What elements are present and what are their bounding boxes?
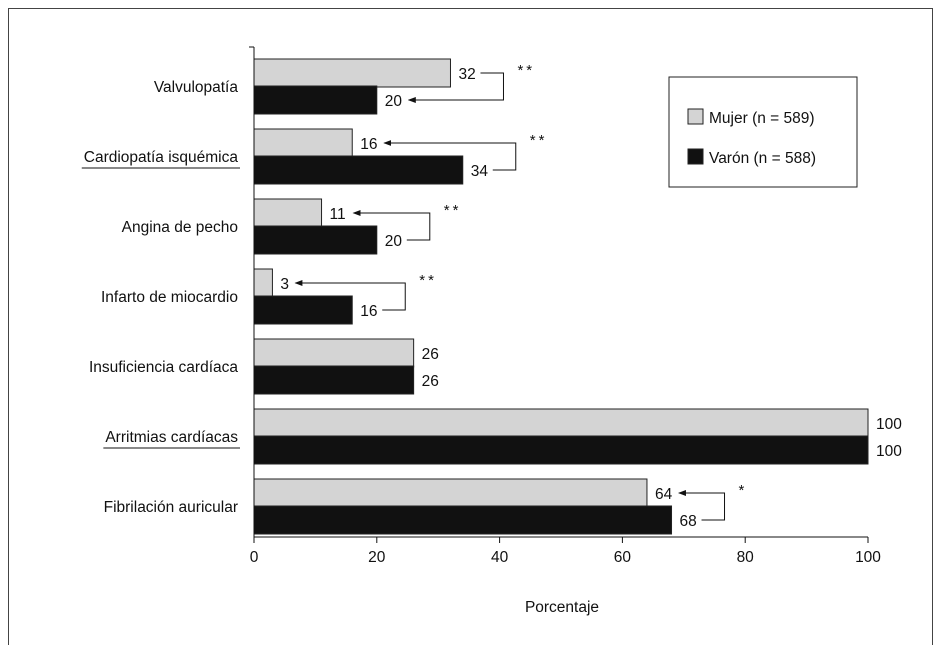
x-tick-label-40: 40 (491, 549, 509, 566)
legend: Mujer (n = 589) Varón (n = 588) (668, 76, 858, 188)
value-label-mujer-valvulopatia: 32 (458, 66, 475, 83)
value-label-varon-fibrilacion-auricular: 68 (680, 513, 697, 530)
category-label-valvulopatia: Valvulopatía (154, 79, 239, 96)
x-tick-label-20: 20 (368, 549, 386, 566)
category-label-infarto-de-miocardio: Infarto de miocardio (101, 289, 238, 306)
bar-varon-infarto-de-miocardio (253, 295, 353, 325)
value-label-mujer-angina-de-pecho: 11 (330, 206, 346, 223)
bar-mujer-insuficiencia-cardiaca (253, 338, 415, 368)
chart-frame: 32 20 ** 16 34 ** 11 20 ** 3 16 ** 26 26 100 100 64 68 * V… (8, 8, 933, 645)
value-label-varon-infarto-de-miocardio: 16 (360, 303, 377, 320)
bar-mujer-angina-de-pecho (253, 198, 323, 228)
value-label-varon-arritmias-cardiacas: 100 (876, 443, 902, 460)
significance-mark-fibrilacion-auricular: * (739, 482, 748, 499)
category-label-angina-de-pecho: Angina de pecho (122, 219, 238, 236)
value-label-mujer-cardiopatia-isquemica: 16 (360, 136, 377, 153)
bar-mujer-infarto-de-miocardio (253, 268, 273, 298)
value-label-mujer-insuficiencia-cardiaca: 26 (422, 346, 439, 363)
category-label-fibrilacion-auricular: Fibrilación auricular (104, 499, 238, 516)
bar-varon-insuficiencia-cardiaca (253, 365, 415, 395)
bar-varon-angina-de-pecho (253, 225, 378, 255)
significance-bracket-valvulopatia (407, 72, 504, 103)
value-label-varon-cardiopatia-isquemica: 34 (471, 163, 489, 180)
x-axis-title: Porcentaje (525, 599, 599, 616)
significance-mark-cardiopatia-isquemica: ** (530, 132, 548, 149)
category-label-arritmias-cardiacas: Arritmias cardíacas (105, 429, 238, 446)
significance-mark-valvulopatia: ** (517, 62, 535, 79)
x-tick-label-80: 80 (737, 549, 755, 566)
bar-mujer-arritmias-cardiacas (253, 408, 869, 438)
significance-mark-infarto-de-miocardio: ** (419, 272, 437, 289)
value-label-mujer-infarto-de-miocardio: 3 (280, 276, 289, 293)
bar-chart: 32 20 ** 16 34 ** 11 20 ** 3 16 ** 26 26 100 100 64 68 * V… (81, 46, 902, 616)
value-label-varon-angina-de-pecho: 20 (385, 233, 403, 250)
significance-mark-angina-de-pecho: ** (444, 202, 462, 219)
legend-swatch-varon (687, 148, 704, 165)
value-label-mujer-arritmias-cardiacas: 100 (876, 416, 902, 433)
significance-bracket-angina-de-pecho (352, 210, 431, 241)
value-label-mujer-fibrilacion-auricular: 64 (655, 486, 673, 503)
legend-label-mujer: Mujer (n = 589) (709, 110, 815, 127)
legend-box (668, 76, 858, 188)
significance-bracket-infarto-de-miocardio (294, 280, 406, 311)
significance-bracket-cardiopatia-isquemica (383, 140, 517, 171)
bar-varon-arritmias-cardiacas (253, 435, 869, 465)
x-tick-label-100: 100 (855, 549, 881, 566)
category-label-cardiopatia-isquemica: Cardiopatía isquémica (84, 149, 239, 166)
legend-swatch-mujer (687, 108, 704, 125)
significance-bracket-fibrilacion-auricular (677, 490, 726, 521)
bar-varon-cardiopatia-isquemica (253, 155, 464, 185)
value-label-varon-valvulopatia: 20 (385, 93, 403, 110)
x-tick-label-60: 60 (614, 549, 632, 566)
bar-varon-fibrilacion-auricular (253, 505, 673, 535)
x-tick-label-0: 0 (250, 549, 259, 566)
value-label-varon-insuficiencia-cardiaca: 26 (422, 373, 439, 390)
bar-varon-valvulopatia (253, 85, 378, 115)
bar-mujer-cardiopatia-isquemica (253, 128, 353, 158)
bar-mujer-fibrilacion-auricular (253, 478, 648, 508)
legend-label-varon: Varón (n = 588) (709, 150, 816, 167)
bar-mujer-valvulopatia (253, 58, 451, 88)
category-label-insuficiencia-cardiaca: Insuficiencia cardíaca (89, 359, 238, 376)
